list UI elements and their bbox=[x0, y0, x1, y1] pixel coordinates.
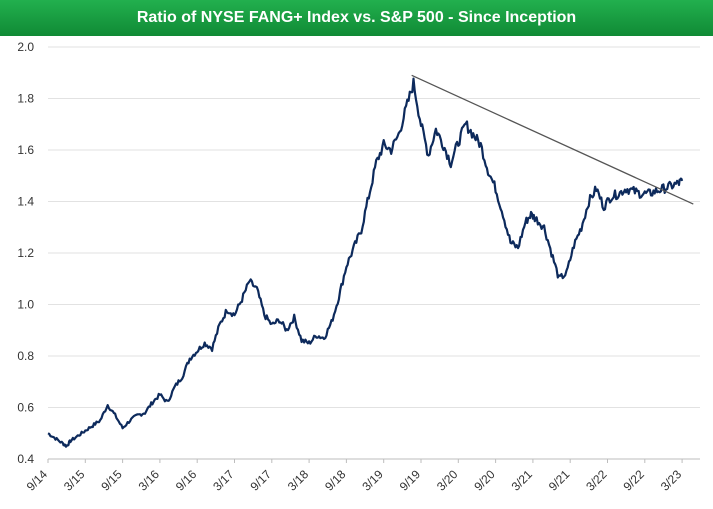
y-tick-label: 1.4 bbox=[17, 195, 34, 209]
x-tick-label: 3/15 bbox=[61, 467, 88, 494]
x-tick-label: 9/14 bbox=[24, 467, 51, 494]
x-tick-label: 9/18 bbox=[322, 467, 349, 494]
x-tick-label: 3/19 bbox=[359, 467, 386, 494]
x-tick-label: 9/22 bbox=[621, 467, 648, 494]
x-tick-label: 3/20 bbox=[434, 467, 461, 494]
y-tick-label: 2.0 bbox=[17, 40, 34, 54]
x-tick-label: 3/23 bbox=[658, 467, 685, 494]
y-tick-label: 0.4 bbox=[17, 452, 34, 466]
y-tick-label: 1.6 bbox=[17, 143, 34, 157]
x-tick-label: 3/22 bbox=[583, 467, 610, 494]
x-tick-label: 9/17 bbox=[248, 467, 275, 494]
line-chart: 2.0 1.8 1.6 1.4 1.2 1.0 0.8 0.6 0.49/14 3/15 9/15 3… bbox=[17, 40, 700, 494]
x-tick-label: 9/20 bbox=[471, 467, 498, 494]
x-tick-label: 9/16 bbox=[173, 467, 200, 494]
x-tick-label: 3/18 bbox=[285, 467, 312, 494]
x-tick-label: 3/17 bbox=[210, 467, 237, 494]
y-tick-label: 0.6 bbox=[17, 401, 34, 415]
y-tick-label: 0.8 bbox=[17, 349, 34, 363]
x-tick-label: 9/15 bbox=[98, 467, 125, 494]
x-tick-label: 9/21 bbox=[546, 467, 573, 494]
series-line bbox=[47, 77, 684, 448]
y-tick-label: 1.8 bbox=[17, 92, 34, 106]
y-tick-label: 1.0 bbox=[17, 298, 34, 312]
trendline bbox=[411, 74, 694, 205]
x-tick-label: 3/21 bbox=[509, 467, 536, 494]
y-tick-label: 1.2 bbox=[17, 246, 34, 260]
x-tick-label: 9/19 bbox=[397, 467, 424, 494]
x-tick-label: 3/16 bbox=[136, 467, 163, 494]
chart-title: Ratio of NYSE FANG+ Index vs. S&P 500 - … bbox=[0, 0, 713, 36]
